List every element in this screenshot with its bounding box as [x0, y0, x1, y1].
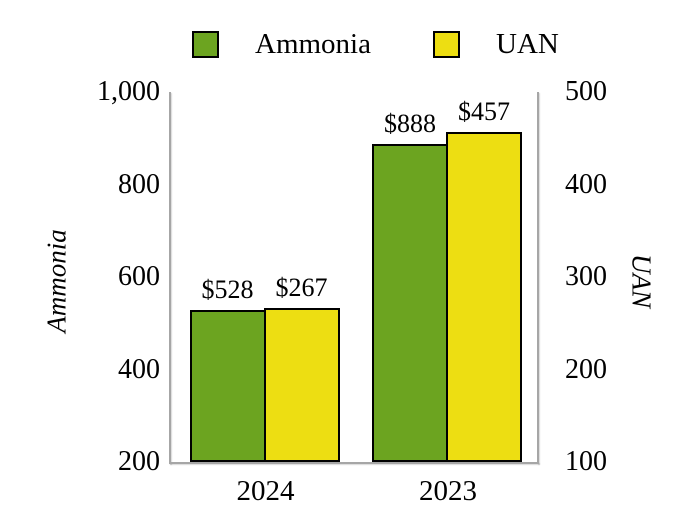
ammonia-legend-swatch-icon [192, 31, 219, 58]
bottom-axis-line [169, 462, 539, 464]
left-axis-tick-label: 1,000 [97, 76, 160, 107]
left-axis-line [169, 92, 171, 464]
x-axis-label-2024: 2024 [236, 475, 295, 507]
x-axis-label-2023: 2023 [419, 475, 477, 507]
right-axis-tick-label: 100 [565, 446, 607, 477]
left-axis-tick-label: 400 [118, 353, 160, 385]
legend-item-uan: UAN [433, 30, 559, 59]
right-axis-tick-label: 400 [565, 168, 607, 200]
ammonia-value-label-2024: $528 [201, 275, 254, 305]
left-axis-tick-label: 600 [118, 261, 160, 292]
uan-legend-swatch-icon [433, 31, 460, 58]
uan-bar-2024 [263, 307, 340, 462]
ammonia-value-label-2023: $888 [384, 108, 436, 138]
right-axis-tick-label: 200 [565, 353, 607, 385]
right-axis-tick-label: 500 [565, 76, 607, 107]
ammonia-bar-2024 [189, 310, 266, 462]
right-axis-line [537, 92, 539, 464]
legend-label: Ammonia [255, 28, 371, 60]
left-axis-tick-label: 800 [118, 168, 160, 200]
left-axis-tick-label: 200 [118, 446, 160, 477]
uan-value-label-2023: $457 [458, 96, 510, 126]
legend: Ammonia UAN [192, 30, 559, 59]
legend-label: UAN [496, 28, 559, 60]
legend-item-ammonia: Ammonia [192, 30, 371, 59]
uan-bar-2023 [446, 131, 522, 462]
uan-value-label-2024: $267 [275, 272, 328, 302]
ammonia-bar-2023 [372, 143, 448, 462]
right-axis-tick-label: 300 [565, 261, 607, 292]
